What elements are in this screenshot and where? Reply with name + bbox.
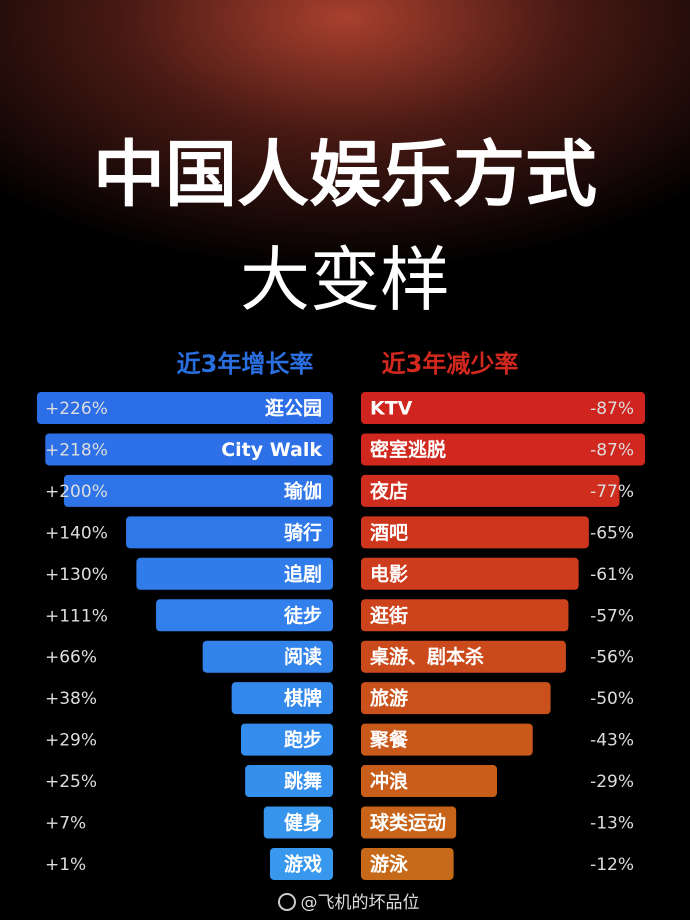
bar xyxy=(361,516,589,549)
bar xyxy=(361,723,533,756)
category-label: 旅游 xyxy=(370,687,408,710)
value-label: -13% xyxy=(590,814,634,834)
bar xyxy=(156,599,333,632)
bar xyxy=(361,433,645,466)
bar xyxy=(263,806,333,839)
value-label: -43% xyxy=(590,731,634,751)
bar xyxy=(45,433,334,466)
category-label: 球类运动 xyxy=(370,811,446,834)
bar xyxy=(361,682,551,715)
category-label: 电影 xyxy=(370,562,408,585)
category-label: 跳舞 xyxy=(284,770,322,793)
bar xyxy=(361,557,579,590)
category-label: 桌游、剧本杀 xyxy=(370,645,484,668)
right-heading: 近3年减少率 xyxy=(382,350,519,378)
category-label: 聚餐 xyxy=(369,728,409,751)
category-label: 夜店 xyxy=(369,479,408,502)
category-label: 棋牌 xyxy=(284,687,322,710)
value-label: -87% xyxy=(590,440,634,460)
subtitle: 大变样 xyxy=(240,239,450,321)
bar xyxy=(361,640,566,673)
value-label: -57% xyxy=(590,606,634,626)
bar xyxy=(37,392,333,424)
value-label: +29% xyxy=(45,731,97,751)
category-label: 逛街 xyxy=(370,604,408,627)
value-label: +218% xyxy=(45,440,108,460)
left-heading: 近3年增长率 xyxy=(177,350,314,378)
bar xyxy=(136,557,333,590)
value-label: -29% xyxy=(590,772,634,792)
bar xyxy=(361,392,645,424)
category-label: 逛公园 xyxy=(265,397,322,420)
bar xyxy=(361,765,497,798)
category-label: City Walk xyxy=(221,439,322,461)
bar xyxy=(361,806,457,839)
value-label: +130% xyxy=(45,565,108,585)
category-label: 徒步 xyxy=(283,604,322,627)
value-label: -61% xyxy=(590,565,634,585)
category-label: 跑步 xyxy=(284,728,322,751)
value-label: +7% xyxy=(45,814,86,834)
category-label: 健身 xyxy=(284,811,322,834)
bar xyxy=(361,599,569,632)
value-label: +200% xyxy=(45,482,108,502)
value-label: +1% xyxy=(45,855,86,875)
category-label: 瑜伽 xyxy=(284,479,322,502)
category-label: KTV xyxy=(370,398,413,420)
value-label: -12% xyxy=(590,855,634,875)
bar xyxy=(361,474,620,507)
value-label: +111% xyxy=(45,606,108,626)
value-label: +140% xyxy=(45,523,108,543)
value-label: -87% xyxy=(590,399,634,419)
category-label: 阅读 xyxy=(284,645,322,668)
value-label: -50% xyxy=(590,689,634,709)
value-label: +226% xyxy=(45,399,108,419)
bar xyxy=(231,682,333,715)
bar xyxy=(63,474,334,507)
value-label: -56% xyxy=(590,648,634,668)
weibo-icon xyxy=(278,893,296,911)
title: 中国人娱乐方式 xyxy=(93,133,597,217)
category-label: 冲浪 xyxy=(370,770,408,793)
value-label: +38% xyxy=(45,689,97,709)
bar xyxy=(202,640,333,673)
category-label: 密室逃脱 xyxy=(370,438,446,461)
concert-backdrop xyxy=(0,0,690,360)
bar xyxy=(240,723,333,756)
value-label: +25% xyxy=(45,772,97,792)
bar xyxy=(269,847,333,880)
category-label: 骑行 xyxy=(284,521,322,544)
bar xyxy=(361,847,454,880)
category-label: 追剧 xyxy=(284,562,322,585)
bar xyxy=(126,516,333,549)
credit: @飞机的坏品位 xyxy=(301,893,420,913)
category-label: 游戏 xyxy=(284,852,322,875)
value-label: -77% xyxy=(590,482,634,502)
bar xyxy=(245,765,333,798)
category-label: 游泳 xyxy=(370,852,409,875)
value-label: +66% xyxy=(45,648,97,668)
category-label: 酒吧 xyxy=(370,522,408,544)
value-label: -65% xyxy=(590,523,634,543)
